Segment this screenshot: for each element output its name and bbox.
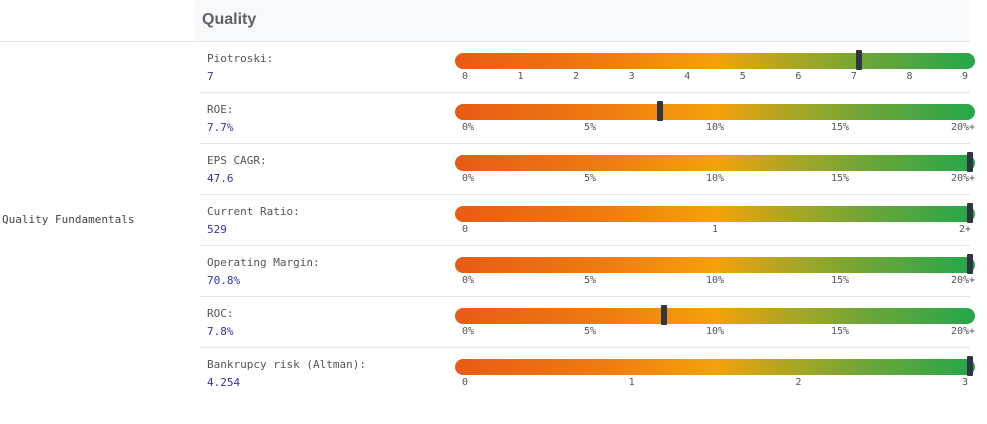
gauge-tick-label: 0%: [462, 326, 475, 337]
gauge-scale: 0% 5% 10% 15% 20%+: [455, 326, 975, 340]
gauge-tick-label: 1: [517, 71, 524, 82]
metric-value: 4.254: [207, 376, 241, 389]
metric-gauge-bar: [455, 254, 975, 274]
metric-gauge-bar: [455, 152, 975, 172]
gauge-marker: [660, 305, 667, 325]
gauge-marker: [967, 356, 973, 376]
gauge-tick-label: 1: [628, 377, 635, 388]
gauge-tick-label: 2: [573, 71, 580, 82]
gauge-tick-label: 20%+: [951, 326, 976, 337]
metric-row-roe: ROE: 7.7% 0% 5% 10% 15% 20%+: [200, 93, 975, 144]
gauge-tick-label: 0%: [462, 275, 475, 286]
metric-row-operating-margin: Operating Margin: 70.8% 0% 5% 10% 15% 20%+: [200, 246, 975, 297]
metric-label: Current Ratio:: [207, 205, 300, 218]
metric-label: EPS CAGR:: [207, 154, 267, 167]
gauge-tick-label: 5%: [584, 122, 597, 133]
gauge-tick-label: 20%+: [951, 275, 976, 286]
metric-gauge-bar: [455, 203, 975, 223]
gauge-scale: 0 1 2+: [455, 224, 975, 238]
metric-label: ROE:: [207, 103, 234, 116]
metric-gauge-bar: [455, 305, 975, 325]
metric-gauge-bar: [455, 101, 975, 121]
gauge-tick-label: 5%: [584, 326, 597, 337]
gauge-tick-label: 10%: [706, 275, 725, 286]
gauge-tick-label: 7: [850, 71, 857, 82]
gauge-tick-label: 0%: [462, 122, 475, 133]
gauge-tick-label: 20%+: [951, 122, 976, 133]
metric-value: 7: [207, 70, 214, 83]
section-label: Quality Fundamentals: [2, 213, 135, 226]
gauge-tick-label: 20%+: [951, 173, 976, 184]
metric-label: Piotroski:: [207, 52, 274, 65]
metric-gauge-bar: [455, 50, 975, 70]
metric-value: 70.8%: [207, 274, 241, 287]
gauge-tick-label: 2: [795, 377, 802, 388]
metric-row-piotroski: Piotroski: 7 0 1 2 3 4 5 6 7 8 9: [200, 42, 975, 93]
gauge-tick-label: 0: [462, 377, 469, 388]
section-divider: [0, 41, 195, 42]
gauge-tick-label: 3: [628, 71, 635, 82]
metric-label: Bankrupcy risk (Altman):: [207, 358, 366, 371]
gauge-marker: [967, 152, 973, 172]
metric-label: ROC:: [207, 307, 234, 320]
gauge-scale: 0 1 2 3: [455, 377, 975, 391]
gauge-scale: 0% 5% 10% 15% 20%+: [455, 122, 975, 136]
gauge-tick-label: 2+: [959, 224, 972, 235]
gauge-tick-label: 15%: [831, 326, 850, 337]
metric-row-eps-cagr: EPS CAGR: 47.6 0% 5% 10% 15% 20%+: [200, 144, 975, 195]
gauge-tick-label: 9: [962, 71, 969, 82]
gauge-tick-label: 4: [684, 71, 691, 82]
gauge-tick-label: 15%: [831, 275, 850, 286]
quality-header: Quality: [195, 0, 970, 42]
gauge-tick-label: 0: [462, 71, 469, 82]
gauge-tick-label: 15%: [831, 173, 850, 184]
gauge-marker: [657, 101, 664, 121]
metric-value: 47.6: [207, 172, 234, 185]
gauge-tick-label: 5%: [584, 173, 597, 184]
gauge-tick-label: 10%: [706, 173, 725, 184]
gauge-scale: 0% 5% 10% 15% 20%+: [455, 275, 975, 289]
metric-row-current-ratio: Current Ratio: 529 0 1 2+: [200, 195, 975, 246]
gauge-tick-label: 0: [462, 224, 469, 235]
metric-gauge-bar: [455, 356, 975, 376]
metric-row-bankruptcy-risk: Bankrupcy risk (Altman): 4.254 0 1 2 3: [200, 348, 975, 398]
gauge-marker: [856, 50, 863, 70]
gauge-tick-label: 15%: [831, 122, 850, 133]
quality-title: Quality: [202, 11, 257, 28]
gauge-tick-label: 0%: [462, 173, 475, 184]
gauge-tick-label: 8: [906, 71, 913, 82]
metric-value: 7.7%: [207, 121, 234, 134]
gauge-scale: 0% 5% 10% 15% 20%+: [455, 173, 975, 187]
metric-value: 7.8%: [207, 325, 234, 338]
gauge-tick-label: 5%: [584, 275, 597, 286]
metric-value: 529: [207, 223, 227, 236]
gauge-marker: [967, 203, 973, 223]
metric-label: Operating Margin:: [207, 256, 320, 269]
gauge-tick-label: 10%: [706, 122, 725, 133]
metric-row-roc: ROC: 7.8% 0% 5% 10% 15% 20%+: [200, 297, 975, 348]
gauge-tick-label: 3: [962, 377, 969, 388]
gauge-tick-label: 6: [795, 71, 802, 82]
gauge-tick-label: 5: [739, 71, 746, 82]
gauge-tick-label: 1: [712, 224, 719, 235]
gauge-marker: [967, 254, 973, 274]
gauge-tick-label: 10%: [706, 326, 725, 337]
gauge-scale: 0 1 2 3 4 5 6 7 8 9: [455, 71, 975, 85]
